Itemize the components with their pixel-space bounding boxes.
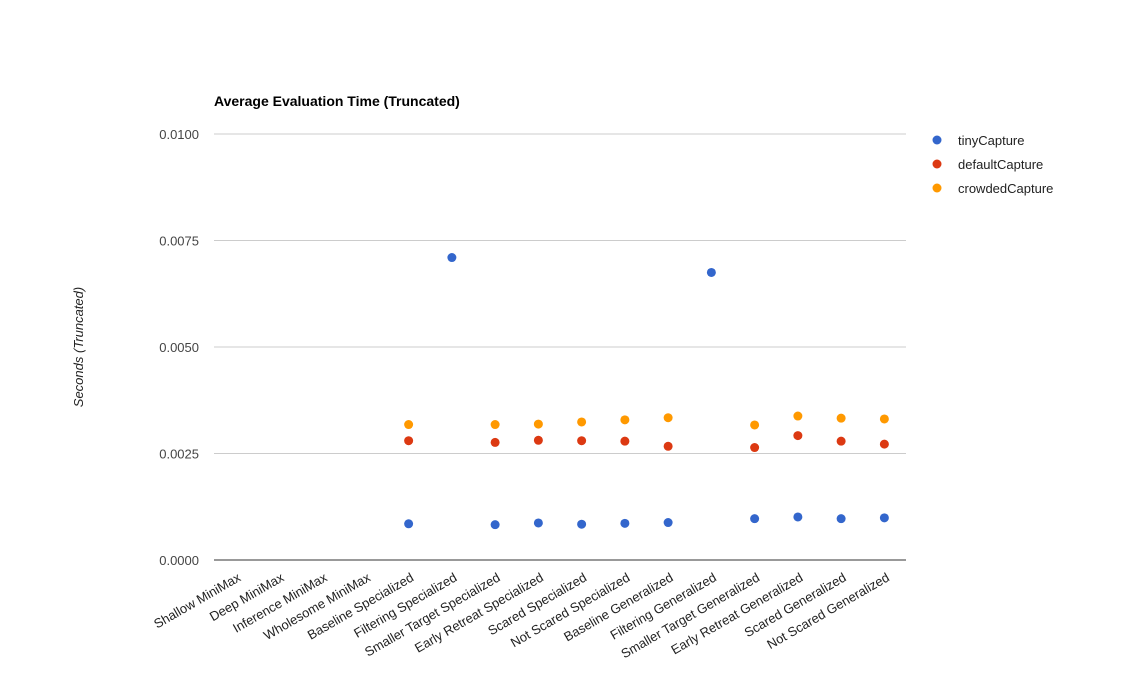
y-tick-label: 0.0025 [159, 447, 199, 462]
chart-title: Average Evaluation Time (Truncated) [214, 93, 460, 109]
legend-label[interactable]: defaultCapture [958, 157, 1043, 172]
gridlines [214, 133, 906, 454]
data-point-defaultCapture[interactable] [490, 437, 500, 447]
data-point-crowdedCapture[interactable] [836, 413, 846, 423]
data-point-crowdedCapture[interactable] [750, 420, 760, 430]
data-point-tinyCapture[interactable] [663, 518, 673, 528]
data-point-tinyCapture[interactable] [750, 514, 760, 524]
data-point-crowdedCapture[interactable] [490, 420, 500, 430]
y-axis-label: Seconds (Truncated) [71, 287, 86, 407]
data-point-crowdedCapture[interactable] [577, 417, 587, 427]
data-point-defaultCapture[interactable] [577, 436, 587, 446]
legend-marker [932, 135, 942, 145]
data-point-crowdedCapture[interactable] [620, 415, 630, 425]
data-point-defaultCapture[interactable] [663, 441, 673, 451]
y-tick-label: 0.0000 [159, 553, 199, 568]
data-point-tinyCapture[interactable] [404, 519, 414, 529]
y-tick-label: 0.0050 [159, 340, 199, 355]
y-axis-ticks: 0.0000 0.0025 0.0050 0.0075 0.0100 [159, 127, 199, 568]
data-point-tinyCapture[interactable] [793, 512, 803, 522]
data-point-defaultCapture[interactable] [793, 431, 803, 441]
data-point-defaultCapture[interactable] [533, 435, 543, 445]
data-point-defaultCapture[interactable] [404, 436, 414, 446]
data-point-tinyCapture[interactable] [836, 514, 846, 524]
y-tick-label: 0.0075 [159, 234, 199, 249]
data-point-crowdedCapture[interactable] [793, 411, 803, 421]
legend-label[interactable]: crowdedCapture [958, 181, 1053, 196]
data-points [404, 253, 889, 530]
data-point-tinyCapture[interactable] [577, 519, 587, 529]
data-point-crowdedCapture[interactable] [533, 419, 543, 429]
data-point-defaultCapture[interactable] [836, 436, 846, 446]
data-point-tinyCapture[interactable] [879, 513, 889, 523]
data-point-crowdedCapture[interactable] [404, 420, 414, 430]
data-point-tinyCapture[interactable] [533, 518, 543, 528]
legend-label[interactable]: tinyCapture [958, 133, 1024, 148]
data-point-defaultCapture[interactable] [879, 439, 889, 449]
data-point-crowdedCapture[interactable] [663, 413, 673, 423]
data-point-defaultCapture[interactable] [750, 443, 760, 453]
data-point-tinyCapture[interactable] [447, 253, 457, 263]
data-point-tinyCapture[interactable] [706, 267, 716, 277]
legend[interactable]: tinyCapture defaultCapture crowdedCapture [932, 133, 1054, 196]
y-tick-label: 0.0100 [159, 127, 199, 142]
legend-marker [932, 159, 942, 169]
data-point-tinyCapture[interactable] [620, 518, 630, 528]
data-point-defaultCapture[interactable] [620, 436, 630, 446]
data-point-crowdedCapture[interactable] [879, 414, 889, 424]
legend-marker [932, 183, 942, 193]
data-point-tinyCapture[interactable] [490, 520, 500, 530]
